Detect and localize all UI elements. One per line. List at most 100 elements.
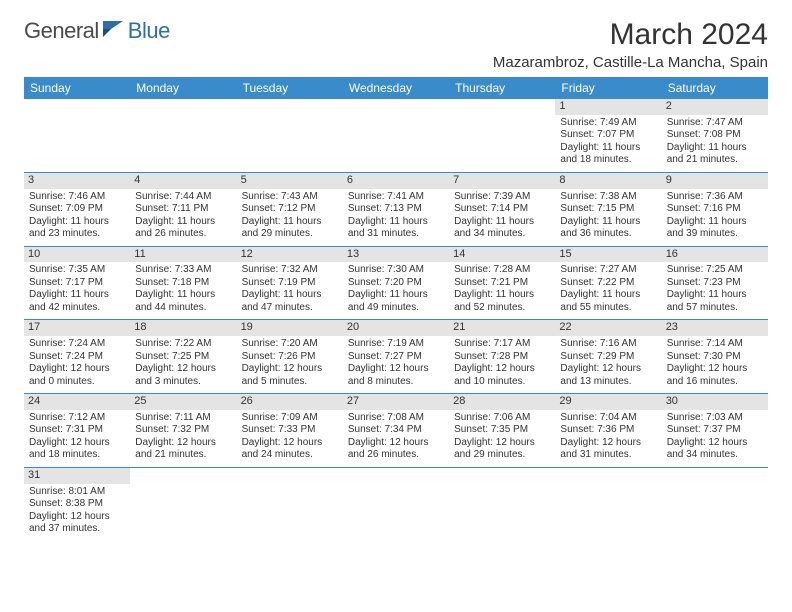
weekday-header: Thursday bbox=[449, 77, 555, 99]
day-info-line: Daylight: 12 hours and 29 minutes. bbox=[454, 437, 550, 462]
day-info-line: Sunrise: 7:44 AM bbox=[135, 191, 231, 204]
calendar-cell bbox=[555, 467, 661, 540]
calendar-cell: 2Sunrise: 7:47 AMSunset: 7:08 PMDaylight… bbox=[662, 99, 768, 172]
day-info-line: Sunset: 7:07 PM bbox=[560, 129, 656, 142]
day-info-line: Daylight: 11 hours and 21 minutes. bbox=[667, 142, 763, 167]
weekday-header-row: Sunday Monday Tuesday Wednesday Thursday… bbox=[24, 77, 768, 99]
calendar-cell: 20Sunrise: 7:19 AMSunset: 7:27 PMDayligh… bbox=[343, 320, 449, 394]
day-number: 25 bbox=[130, 394, 236, 410]
calendar-cell bbox=[449, 467, 555, 540]
day-info-line: Sunrise: 7:09 AM bbox=[242, 412, 338, 425]
day-info-line: Sunset: 7:33 PM bbox=[242, 424, 338, 437]
day-info-line: Daylight: 11 hours and 36 minutes. bbox=[560, 216, 656, 241]
weekday-header: Saturday bbox=[662, 77, 768, 99]
month-title: March 2024 bbox=[493, 18, 768, 52]
calendar-cell: 30Sunrise: 7:03 AMSunset: 7:37 PMDayligh… bbox=[662, 394, 768, 468]
day-info-line: Daylight: 12 hours and 24 minutes. bbox=[242, 437, 338, 462]
day-number: 1 bbox=[555, 99, 661, 115]
day-number: 24 bbox=[24, 394, 130, 410]
day-info-line: Sunrise: 7:22 AM bbox=[135, 338, 231, 351]
calendar-cell: 4Sunrise: 7:44 AMSunset: 7:11 PMDaylight… bbox=[130, 172, 236, 246]
header: General Blue March 2024 Mazarambroz, Cas… bbox=[24, 18, 768, 71]
weekday-header: Friday bbox=[555, 77, 661, 99]
calendar-cell: 19Sunrise: 7:20 AMSunset: 7:26 PMDayligh… bbox=[237, 320, 343, 394]
day-info-line: Sunrise: 7:20 AM bbox=[242, 338, 338, 351]
day-number: 8 bbox=[555, 173, 661, 189]
day-info-line: Sunrise: 8:01 AM bbox=[29, 486, 125, 499]
day-info-line: Daylight: 12 hours and 0 minutes. bbox=[29, 363, 125, 388]
calendar-cell bbox=[24, 99, 130, 172]
day-info-line: Daylight: 12 hours and 37 minutes. bbox=[29, 511, 125, 536]
calendar-cell: 28Sunrise: 7:06 AMSunset: 7:35 PMDayligh… bbox=[449, 394, 555, 468]
day-info-line: Sunrise: 7:17 AM bbox=[454, 338, 550, 351]
day-info-line: Sunrise: 7:28 AM bbox=[454, 264, 550, 277]
day-info-line: Daylight: 12 hours and 34 minutes. bbox=[667, 437, 763, 462]
day-info-line: Daylight: 11 hours and 26 minutes. bbox=[135, 216, 231, 241]
day-number: 31 bbox=[24, 468, 130, 484]
calendar-cell: 27Sunrise: 7:08 AMSunset: 7:34 PMDayligh… bbox=[343, 394, 449, 468]
day-info-line: Sunrise: 7:14 AM bbox=[667, 338, 763, 351]
day-info-line: Sunrise: 7:49 AM bbox=[560, 117, 656, 130]
day-info-line: Sunset: 7:25 PM bbox=[135, 351, 231, 364]
day-info-line: Sunset: 7:36 PM bbox=[560, 424, 656, 437]
day-info-line: Sunset: 7:12 PM bbox=[242, 203, 338, 216]
calendar-cell bbox=[130, 467, 236, 540]
calendar-cell: 31 Sunrise: 8:01 AMSunset: 8:38 PMDayligh… bbox=[24, 467, 130, 540]
day-info-line: Daylight: 11 hours and 44 minutes. bbox=[135, 289, 231, 314]
day-info-line: Daylight: 12 hours and 31 minutes. bbox=[560, 437, 656, 462]
calendar-cell: 13Sunrise: 7:30 AMSunset: 7:20 PMDayligh… bbox=[343, 246, 449, 320]
day-number: 5 bbox=[237, 173, 343, 189]
calendar-cell: 24Sunrise: 7:12 AMSunset: 7:31 PMDayligh… bbox=[24, 394, 130, 468]
calendar-cell bbox=[662, 467, 768, 540]
calendar-cell bbox=[237, 467, 343, 540]
calendar-cell: 9Sunrise: 7:36 AMSunset: 7:16 PMDaylight… bbox=[662, 172, 768, 246]
day-info-line: Sunset: 7:22 PM bbox=[560, 277, 656, 290]
day-info-line: Sunrise: 7:12 AM bbox=[29, 412, 125, 425]
day-info-line: Sunset: 7:32 PM bbox=[135, 424, 231, 437]
calendar-row: 31 Sunrise: 8:01 AMSunset: 8:38 PMDayligh… bbox=[24, 467, 768, 540]
weekday-header: Sunday bbox=[24, 77, 130, 99]
day-number: 10 bbox=[24, 247, 130, 263]
weekday-header: Monday bbox=[130, 77, 236, 99]
day-info-line: Sunrise: 7:46 AM bbox=[29, 191, 125, 204]
title-block: March 2024 Mazarambroz, Castille-La Manc… bbox=[493, 18, 768, 71]
logo: General Blue bbox=[24, 18, 170, 44]
day-info-line: Sunset: 7:09 PM bbox=[29, 203, 125, 216]
calendar-row: 17Sunrise: 7:24 AMSunset: 7:24 PMDayligh… bbox=[24, 320, 768, 394]
calendar-cell: 14Sunrise: 7:28 AMSunset: 7:21 PMDayligh… bbox=[449, 246, 555, 320]
calendar-cell: 16Sunrise: 7:25 AMSunset: 7:23 PMDayligh… bbox=[662, 246, 768, 320]
day-info-line: Sunrise: 7:36 AM bbox=[667, 191, 763, 204]
day-info-line: Sunset: 7:15 PM bbox=[560, 203, 656, 216]
day-info-line: Sunset: 7:11 PM bbox=[135, 203, 231, 216]
day-info-line: Sunset: 8:38 PM bbox=[29, 498, 125, 511]
day-number: 9 bbox=[662, 173, 768, 189]
calendar-cell bbox=[343, 99, 449, 172]
day-info-line: Sunrise: 7:08 AM bbox=[348, 412, 444, 425]
day-number: 12 bbox=[237, 247, 343, 263]
day-number: 21 bbox=[449, 320, 555, 336]
day-info-line: Sunrise: 7:06 AM bbox=[454, 412, 550, 425]
day-info-line: Daylight: 11 hours and 29 minutes. bbox=[242, 216, 338, 241]
day-info-line: Daylight: 12 hours and 10 minutes. bbox=[454, 363, 550, 388]
calendar-cell: 25Sunrise: 7:11 AMSunset: 7:32 PMDayligh… bbox=[130, 394, 236, 468]
calendar-cell: 21Sunrise: 7:17 AMSunset: 7:28 PMDayligh… bbox=[449, 320, 555, 394]
day-info-line: Sunrise: 7:32 AM bbox=[242, 264, 338, 277]
day-info-line: Daylight: 12 hours and 5 minutes. bbox=[242, 363, 338, 388]
day-number: 26 bbox=[237, 394, 343, 410]
day-info-line: Daylight: 12 hours and 26 minutes. bbox=[348, 437, 444, 462]
day-number: 3 bbox=[24, 173, 130, 189]
day-info-line: Sunrise: 7:41 AM bbox=[348, 191, 444, 204]
day-info-line: Daylight: 11 hours and 23 minutes. bbox=[29, 216, 125, 241]
day-info-line: Daylight: 11 hours and 57 minutes. bbox=[667, 289, 763, 314]
day-info-line: Sunset: 7:29 PM bbox=[560, 351, 656, 364]
day-info-line: Daylight: 11 hours and 49 minutes. bbox=[348, 289, 444, 314]
weekday-header: Tuesday bbox=[237, 77, 343, 99]
calendar-row: 1 Sunrise: 7:49 AMSunset: 7:07 PM Daylight… bbox=[24, 99, 768, 172]
day-number: 7 bbox=[449, 173, 555, 189]
day-info-line: Sunrise: 7:33 AM bbox=[135, 264, 231, 277]
day-info-line: Sunset: 7:18 PM bbox=[135, 277, 231, 290]
day-number: 13 bbox=[343, 247, 449, 263]
calendar-cell: 12Sunrise: 7:32 AMSunset: 7:19 PMDayligh… bbox=[237, 246, 343, 320]
day-number: 19 bbox=[237, 320, 343, 336]
calendar-row: 24Sunrise: 7:12 AMSunset: 7:31 PMDayligh… bbox=[24, 394, 768, 468]
